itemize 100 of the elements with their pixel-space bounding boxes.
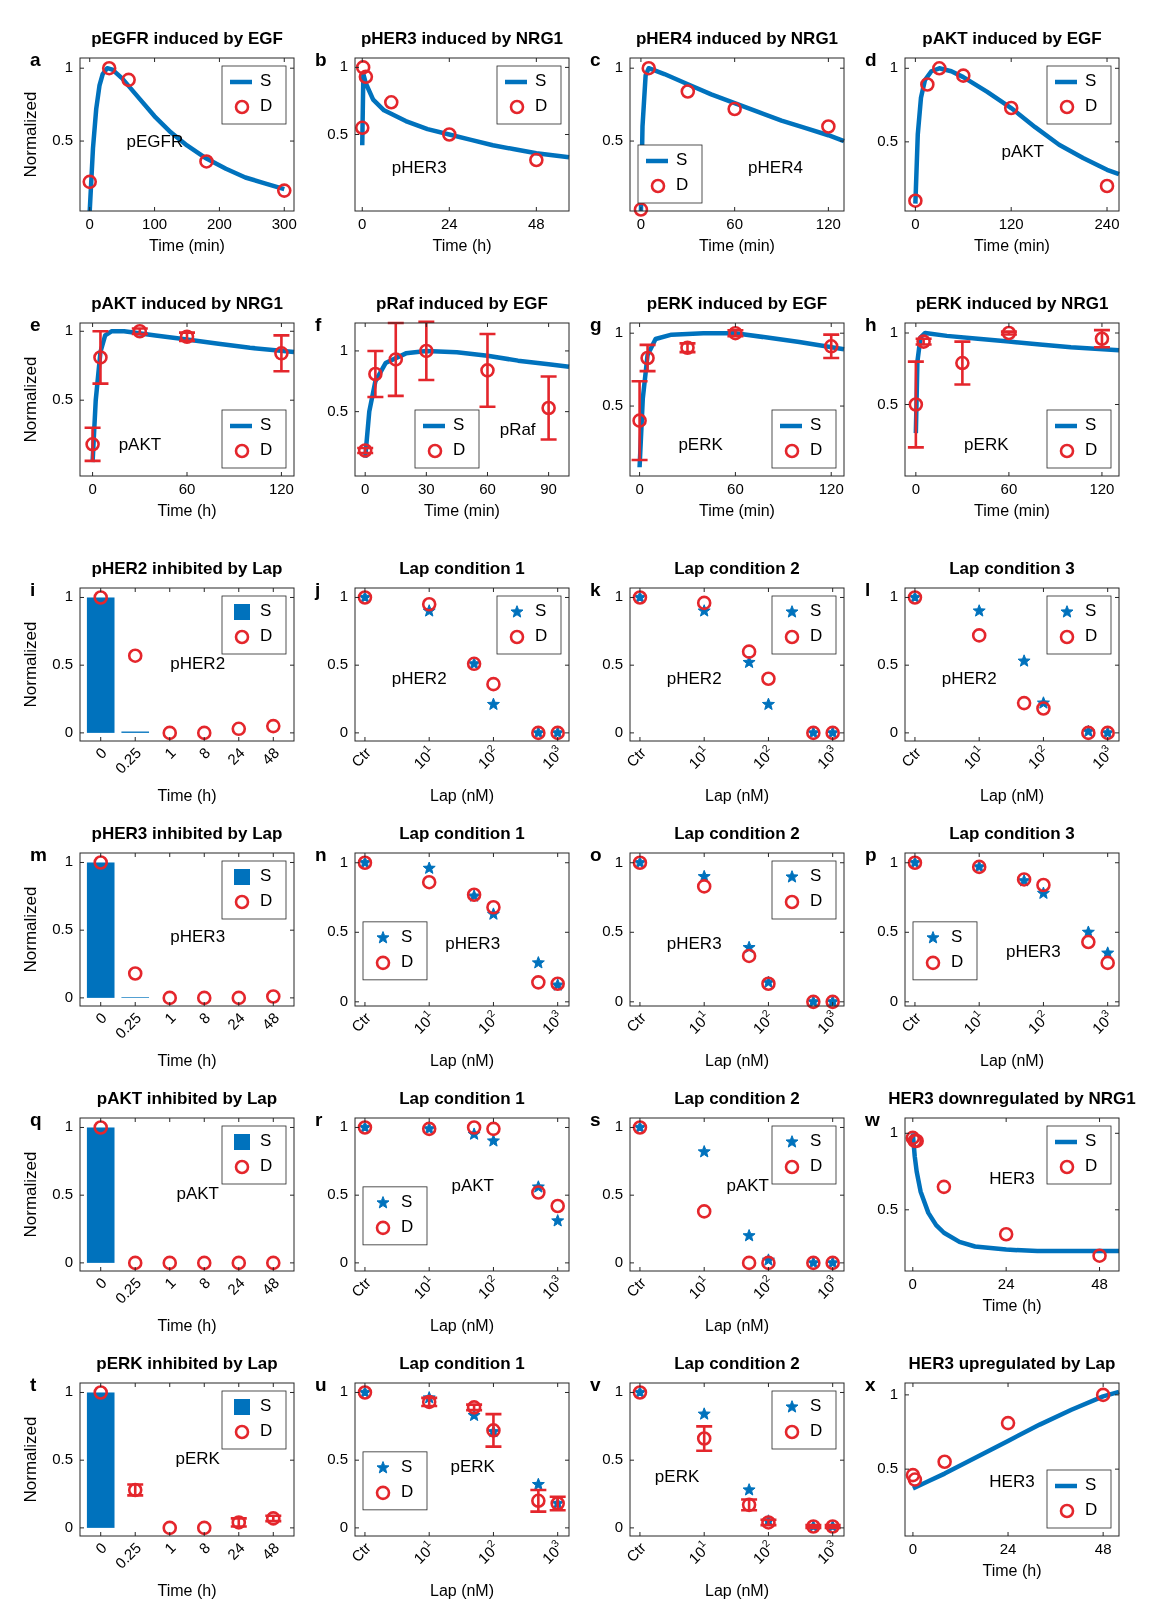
text: j — [314, 579, 321, 600]
chart-title: pRaf induced by EGF — [376, 294, 548, 313]
chart-title: Lap condition 2 — [674, 1089, 800, 1108]
x-tick-label: 200 — [206, 215, 232, 232]
y-tick-label: 1 — [339, 852, 348, 870]
y-axis-title: Normalized — [21, 886, 40, 973]
annotation: pERK — [964, 434, 1010, 454]
x-axis-title: Time (h) — [157, 1582, 217, 1599]
legend-label: D — [260, 1421, 273, 1441]
x-tick-label: Ctr — [622, 1273, 649, 1301]
x-axis-title: Time (min) — [699, 502, 775, 519]
x-axis-title: Lap (nM) — [429, 1582, 495, 1599]
x-tick-label: 90 — [540, 480, 557, 497]
y-tick-label: 0 — [614, 1517, 623, 1535]
text: g — [590, 314, 602, 335]
y-tick-label: 0 — [339, 1252, 348, 1270]
x-tick-label: 24 — [997, 1275, 1015, 1292]
annotation: pERK — [654, 1467, 700, 1487]
legend-label: S — [453, 415, 465, 435]
legend-label: S — [676, 150, 688, 170]
legend-label: S — [1085, 71, 1097, 91]
chart-title: pHER2 inhibited by Lap — [91, 559, 283, 578]
x-axis-title: Time (min) — [149, 237, 225, 254]
x-tick-label: 0 — [85, 215, 94, 232]
legend-label: S — [260, 1131, 272, 1151]
legend-label: S — [1085, 1475, 1097, 1495]
x-tick-label: 240 — [1094, 215, 1120, 232]
chart-title: pAKT induced by NRG1 — [91, 294, 283, 313]
x-axis-title: Lap (nM) — [429, 787, 495, 804]
legend-label: S — [401, 927, 413, 947]
annotation: pERK — [450, 1456, 496, 1476]
x-tick-label: 48 — [258, 1008, 283, 1033]
x-tick-label: 60 — [178, 480, 196, 497]
y-tick-label: 0.5 — [602, 131, 623, 149]
y-tick-label: 1 — [339, 1382, 348, 1400]
text: o — [590, 844, 602, 865]
annotation: pERK — [678, 434, 724, 454]
y-tick-label: 1 — [339, 340, 348, 358]
x-tick-label: 0 — [635, 480, 644, 497]
x-tick-label: 0 — [911, 480, 921, 497]
x-tick-label: 1 — [160, 743, 179, 762]
text: f — [315, 314, 322, 335]
text: v — [590, 1374, 601, 1395]
y-tick-label: 0.5 — [52, 920, 73, 938]
x-tick-label: 120 — [818, 480, 844, 497]
y-tick-label: 0.5 — [877, 1199, 898, 1217]
text: x — [865, 1374, 876, 1395]
text: b — [315, 49, 327, 70]
legend-label: D — [401, 952, 414, 972]
y-tick-label: 1 — [64, 321, 73, 339]
legend-label: S — [260, 866, 272, 886]
y-tick-label: 1 — [614, 1117, 623, 1135]
x-tick-label: 8 — [195, 1538, 214, 1557]
annotation: pRaf — [499, 419, 536, 439]
x-tick-label: 0.25 — [111, 1538, 145, 1572]
text: m — [30, 844, 47, 865]
legend-label: S — [810, 601, 822, 621]
x-tick-label: 60 — [479, 480, 496, 497]
x-tick-label: Ctr — [347, 1273, 374, 1301]
annotation: pHER3 — [666, 934, 722, 954]
legend-label: S — [951, 927, 963, 947]
x-tick-label: 0 — [91, 1008, 110, 1027]
chart-title: Lap condition 2 — [674, 559, 800, 578]
annotation: pERK — [175, 1448, 221, 1468]
x-axis-title: Lap (nM) — [979, 787, 1045, 804]
annotation: pAKT — [1001, 142, 1044, 162]
x-axis-title: Lap (nM) — [429, 1052, 495, 1069]
y-tick-label: 0 — [614, 722, 623, 740]
x-tick-label: 48 — [1091, 1275, 1108, 1292]
annotation: pHER2 — [941, 669, 997, 689]
y-tick-label: 0 — [64, 987, 73, 1005]
x-tick-label: 0 — [358, 215, 367, 232]
x-tick-label: 48 — [258, 743, 283, 768]
x-tick-label: 8 — [195, 1273, 214, 1292]
y-tick-label: 0.5 — [327, 1450, 348, 1468]
y-axis-title: Normalized — [21, 621, 40, 708]
y-tick-label: 1 — [889, 1123, 898, 1141]
chart-title: Lap condition 1 — [399, 1354, 525, 1373]
x-tick-label: 0 — [91, 743, 110, 762]
x-tick-label: 0.25 — [111, 743, 145, 777]
chart-title: Lap condition 3 — [949, 559, 1075, 578]
legend-label: S — [535, 71, 547, 91]
legend-label: D — [951, 952, 964, 972]
y-tick-label: 1 — [889, 852, 898, 870]
y-tick-label: 0 — [889, 991, 898, 1009]
legend-label: D — [1085, 1156, 1098, 1176]
x-tick-label: 0.25 — [111, 1273, 145, 1307]
text: h — [865, 314, 877, 335]
text: k — [590, 579, 601, 600]
text: i — [30, 579, 36, 600]
y-tick-label: 0 — [339, 722, 348, 740]
x-tick-label: 48 — [1094, 1540, 1112, 1557]
y-tick-label: 1 — [64, 587, 73, 605]
x-tick-label: 1 — [160, 1273, 179, 1292]
x-tick-label: 0 — [636, 215, 646, 232]
legend-label: S — [260, 601, 272, 621]
x-tick-label: 0 — [361, 480, 370, 497]
legend-label: D — [810, 626, 823, 646]
legend-label: D — [535, 96, 548, 116]
x-tick-label: Ctr — [347, 1538, 374, 1566]
